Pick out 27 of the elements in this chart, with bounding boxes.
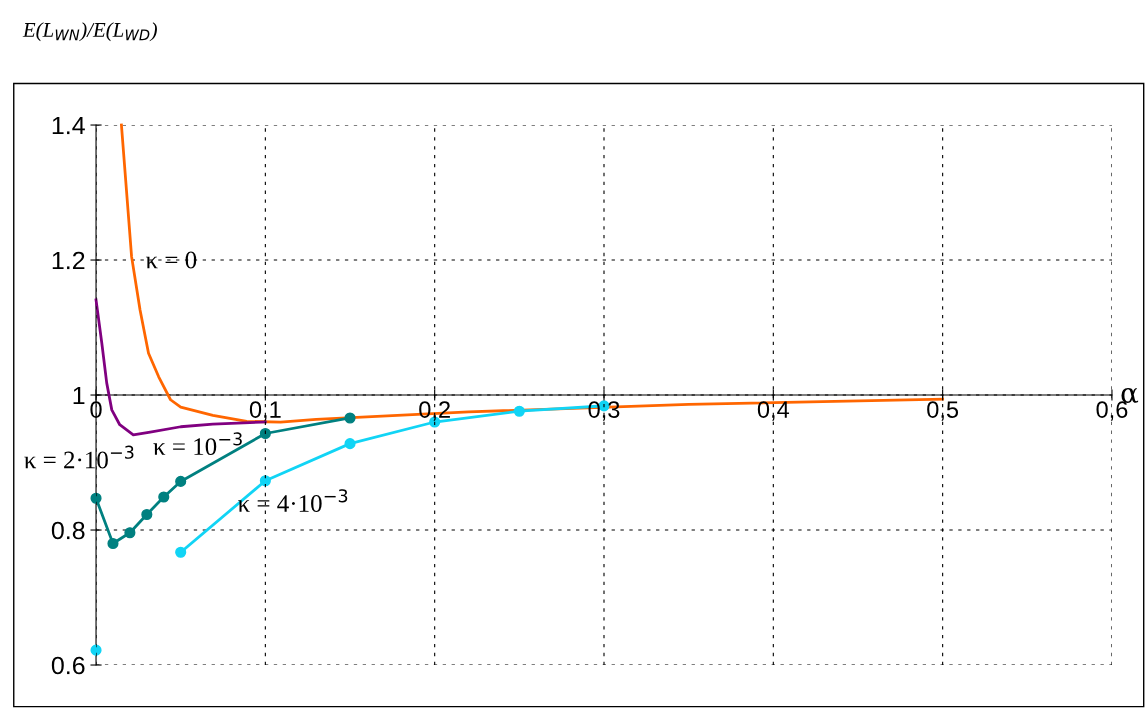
point (259, 475, 271, 487)
x-tick-label: 0,6 (1096, 401, 1128, 421)
series-label: κ = 0 (145, 251, 197, 269)
point (90, 644, 102, 656)
point (513, 405, 525, 417)
point (141, 508, 153, 521)
x-axis-title: α (1121, 387, 1139, 404)
x-tick-label: 0,1 (249, 401, 281, 421)
x-tick-label: 0,4 (757, 401, 790, 421)
point (90, 492, 102, 504)
x-tick-label: 0,5 (927, 401, 959, 421)
y-axis-title: E(L$_{WN}$)/E(L$_{WD}$) (22, 22, 157, 42)
y-tick-label: 1 (73, 386, 85, 405)
y-tick-label: 0.6 (51, 656, 85, 675)
point (158, 491, 170, 503)
point (175, 475, 187, 487)
point (124, 527, 136, 539)
series-label: κ = 4·10$^{−3}$ (238, 489, 348, 512)
point (344, 438, 356, 450)
point (107, 537, 119, 550)
point (259, 427, 271, 440)
point (175, 546, 187, 558)
point (344, 412, 356, 424)
y-tick-label: 1.4 (52, 116, 85, 135)
y-tick-label: 0.8 (51, 521, 85, 540)
y-tick-label: 1.2 (52, 251, 85, 270)
series-label: κ = 10$^{−3}$ (153, 432, 242, 456)
